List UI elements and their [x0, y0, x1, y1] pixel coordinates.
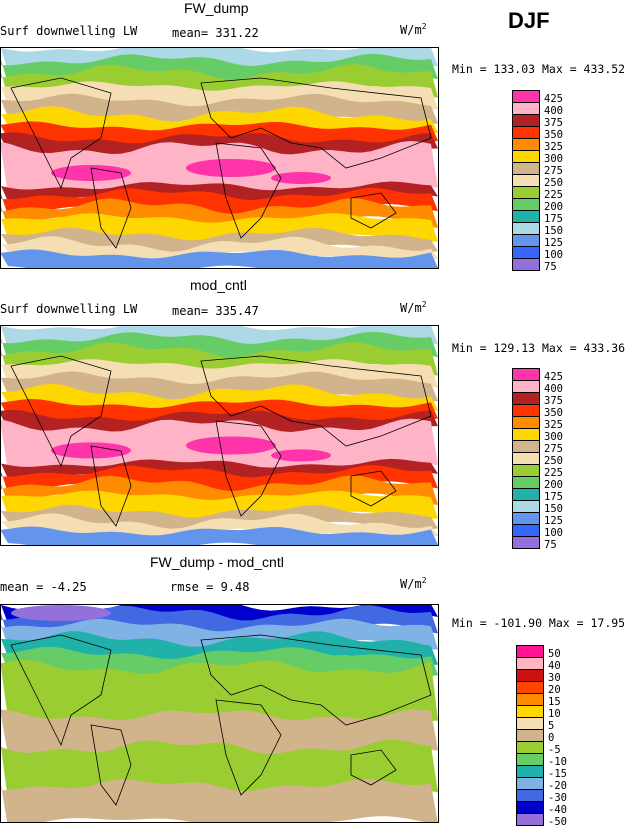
panel-1-minmax: Min = 133.03 Max = 433.52 — [452, 62, 626, 76]
colorbar-level: 75 — [544, 539, 557, 551]
colorbar-level: -50 — [548, 816, 567, 828]
contour-band — [1, 341, 438, 379]
colorbar-level: 15 — [548, 696, 561, 708]
contour-band — [1, 475, 438, 508]
colorbar-level: 100 — [544, 249, 563, 261]
colorbar-level: 40 — [548, 660, 561, 672]
colorbar-level: 425 — [544, 93, 563, 105]
colorbar-level: 10 — [548, 708, 561, 720]
panel-1-contour-field — [1, 48, 438, 268]
season-label: DJF — [508, 8, 550, 33]
panel-3-title: FW_dump - mod_cntl — [150, 554, 284, 570]
colorbar-level: 125 — [544, 237, 563, 249]
colorbar-level: 350 — [544, 129, 563, 141]
coastline — [10, 77, 432, 249]
colorbar-level: 0 — [548, 732, 555, 744]
panel-3-minmax: Min = -101.90 Max = 17.95 — [452, 616, 626, 630]
colorbar-level: 250 — [544, 177, 563, 189]
colorbar-level: 175 — [544, 213, 563, 225]
colorbar-level: 150 — [544, 503, 563, 515]
contour-band — [1, 198, 438, 231]
colorbar-level: 325 — [544, 419, 563, 431]
colorbar-level: 250 — [544, 455, 563, 467]
panel-2-variable-label: Surf downwelling LW — [0, 302, 138, 316]
colorbar-level: 425 — [544, 371, 563, 383]
contour-maximum — [51, 442, 131, 459]
colorbar-level: 150 — [544, 225, 563, 237]
contour-band — [1, 526, 438, 545]
panel-3-rmse: rmse = 9.48 — [170, 580, 250, 594]
panel-2-mean: mean= 335.47 — [172, 304, 259, 318]
contour-band — [1, 778, 438, 822]
colorbar-level: 350 — [544, 407, 563, 419]
colorbar-level: 20 — [548, 684, 561, 696]
colorbar-level: 400 — [544, 383, 563, 395]
colorbar-level: 225 — [544, 189, 563, 201]
panel-1-units: W/m2 — [400, 22, 427, 37]
coastline — [10, 355, 432, 527]
panel-2-minmax: Min = 129.13 Max = 433.36 — [452, 341, 626, 355]
colorbar-level: 50 — [548, 648, 561, 660]
panel-2-map — [0, 325, 439, 546]
contour-maximum — [51, 165, 131, 181]
colorbar-level: 300 — [544, 153, 563, 165]
contour-minimum — [11, 605, 111, 621]
colorbar-level: 225 — [544, 467, 563, 479]
contour-maximum — [271, 449, 331, 462]
colorbar-level: -5 — [548, 744, 561, 756]
colorbar-level: -10 — [548, 756, 567, 768]
coastline — [10, 634, 432, 806]
colorbar-level: 125 — [544, 515, 563, 527]
colorbar-level: 175 — [544, 491, 563, 503]
colorbar-level: 375 — [544, 117, 563, 129]
panel-3-contour-field — [1, 605, 438, 822]
colorbar-level: 200 — [544, 201, 563, 213]
contour-maximum — [271, 172, 331, 184]
panel-1-map — [0, 47, 439, 269]
colorbar-level: 275 — [544, 443, 563, 455]
colorbar-level: 5 — [548, 720, 555, 732]
contour-maximum — [186, 159, 276, 177]
colorbar-swatch — [516, 813, 544, 826]
panel-1-mean: mean= 331.22 — [172, 26, 259, 40]
colorbar-level: 200 — [544, 479, 563, 491]
panel-3-units: W/m2 — [400, 576, 427, 591]
contour-band — [1, 659, 438, 732]
colorbar-level: 300 — [544, 431, 563, 443]
colorbar-level: -15 — [548, 768, 567, 780]
colorbar-level: 75 — [544, 261, 557, 273]
colorbar-level: 30 — [548, 672, 561, 684]
colorbar-level: 275 — [544, 165, 563, 177]
panel-2-units: W/m2 — [400, 300, 427, 315]
panel-2-title: mod_cntl — [190, 277, 247, 293]
colorbar-level: 100 — [544, 527, 563, 539]
colorbar-swatch — [512, 258, 540, 271]
colorbar-swatch — [512, 536, 540, 549]
colorbar-level: 400 — [544, 105, 563, 117]
colorbar-level: -40 — [548, 804, 567, 816]
panel-3-map — [0, 604, 439, 823]
colorbar-level: 325 — [544, 141, 563, 153]
contour-band — [1, 64, 438, 101]
panel-2-contour-field — [1, 326, 438, 545]
contour-band — [1, 709, 438, 761]
panel-1-title: FW_dump — [184, 0, 249, 16]
colorbar-level: -20 — [548, 780, 567, 792]
panel-3-mean: mean = -4.25 — [0, 580, 87, 594]
colorbar-level: -30 — [548, 792, 567, 804]
contour-maximum — [186, 436, 276, 455]
panel-1-variable-label: Surf downwelling LW — [0, 24, 138, 38]
colorbar-level: 375 — [544, 395, 563, 407]
contour-band — [1, 249, 438, 268]
